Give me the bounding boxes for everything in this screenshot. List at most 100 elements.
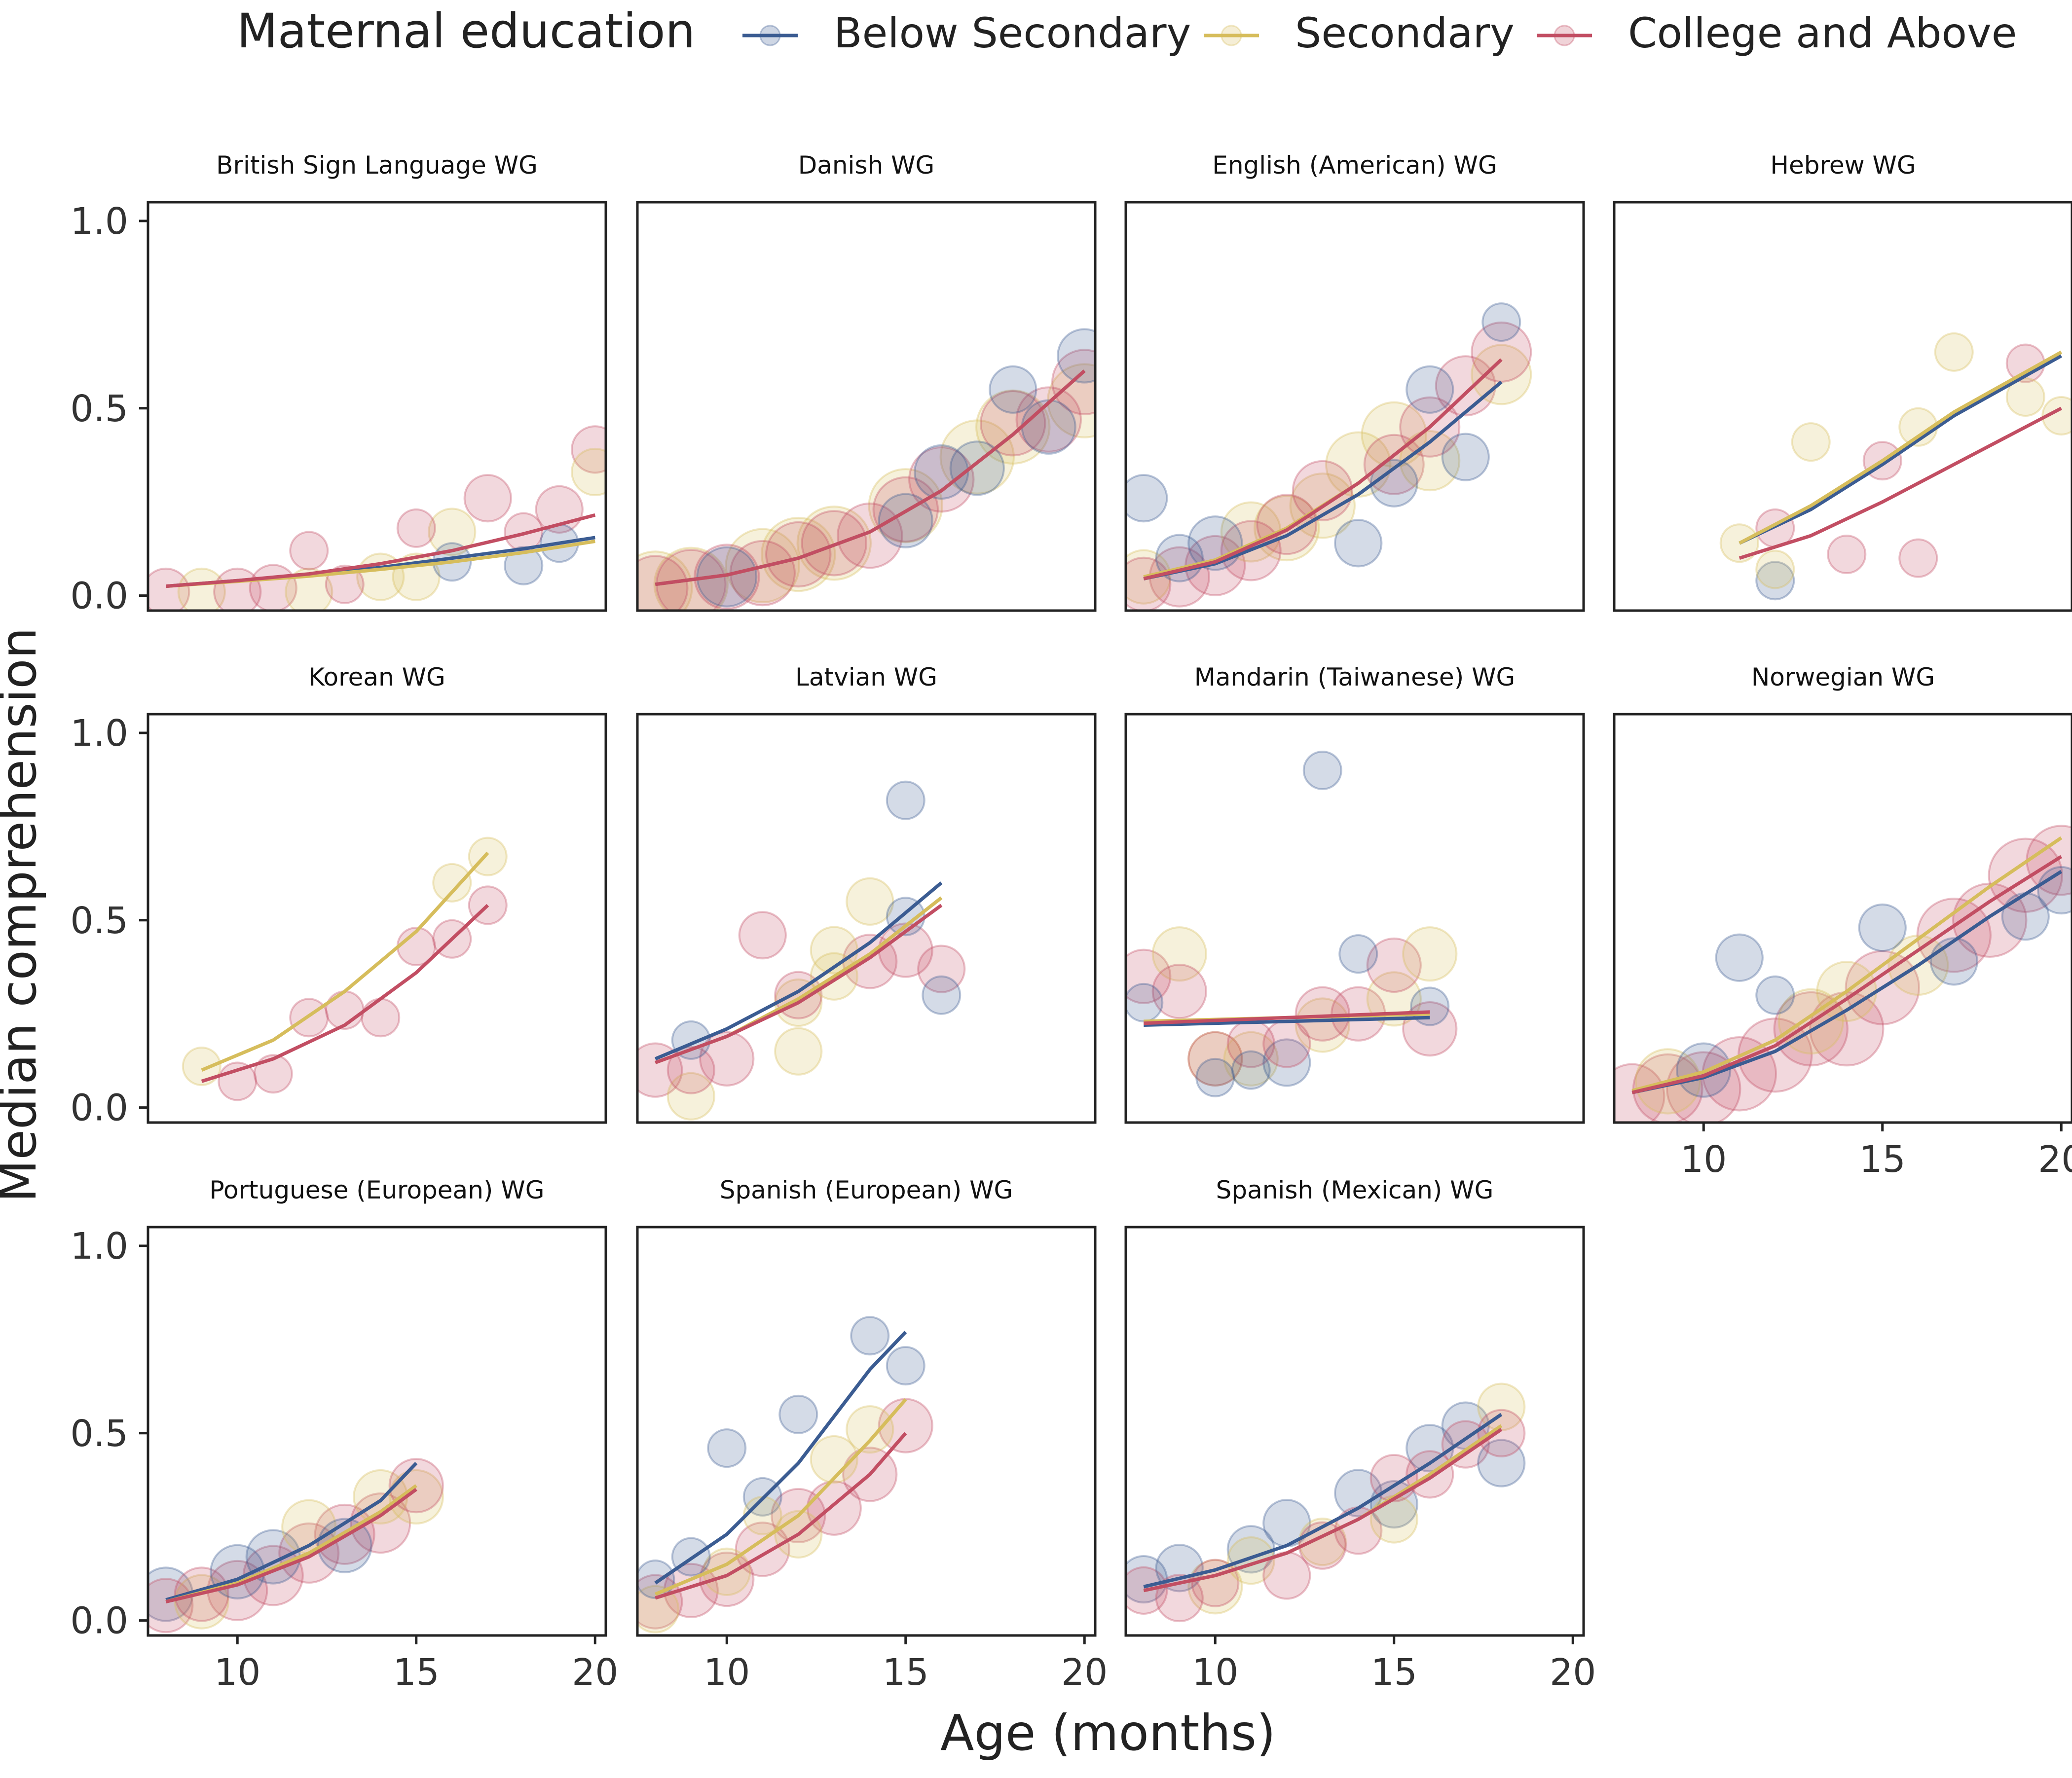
point-college-and-above [253,1054,293,1094]
point-secondary [637,1585,680,1633]
point-college-and-above [1477,1409,1526,1457]
legend-entry-below-secondary: Below Secondary [742,9,1191,57]
panel-border [147,201,607,612]
point-secondary [1187,1031,1243,1087]
fit-line-college-and-above [1143,1428,1503,1593]
panel-border [636,201,1097,612]
point-secondary [1791,422,1831,462]
panel-border [1124,201,1585,612]
point-below-secondary [504,545,544,585]
x-tick-label: 15 [393,1651,440,1694]
point-below-secondary [949,440,1005,496]
fit-line-below-secondary [654,881,943,1061]
point-secondary [2041,396,2072,435]
point-college-and-above [396,508,436,548]
panel-title: Spanish (European) WG [720,1176,1013,1204]
fit-line-below-secondary [165,1462,418,1602]
legend-entry-college-and-above: College and Above [1537,9,2017,57]
x-tick-label: 10 [703,1651,750,1694]
point-secondary [846,1405,894,1454]
fit-line-college-and-above [1144,1010,1430,1025]
point-college-and-above [980,390,1046,457]
x-tick-label: 20 [572,1651,618,1694]
fit-line-college-and-above [1739,406,2062,560]
fit-line-below-secondary [1143,1413,1503,1589]
x-tick-label: 15 [883,1651,929,1694]
legend: Maternal education Below Secondary Second… [237,3,2017,59]
point-secondary [868,468,943,544]
panel-title: English (American) WG [1212,151,1497,180]
legend-key-secondary [1221,25,1242,46]
point-secondary [1934,332,1974,372]
point-below-secondary [989,365,1037,414]
x-tick-label: 20 [2038,1138,2072,1181]
point-college-and-above [694,544,760,610]
point-secondary [810,1435,858,1484]
point-secondary [975,389,1051,465]
panel-border [1124,1226,1585,1637]
point-below-secondary [1334,519,1383,568]
point-below-secondary [707,1428,747,1468]
point-secondary [1223,1031,1279,1087]
y-tick-label: 1.0 [70,712,128,755]
point-below-secondary [778,1394,818,1434]
fit-line-college-and-above [655,369,1086,586]
x-tick-label: 15 [1859,1138,1906,1181]
point-below-secondary [1858,903,1907,952]
y-axis-label: Median comprehension [0,627,47,1202]
plot-area [637,1316,933,1633]
fit-line-college-and-above [201,904,489,1083]
point-college-and-above [1126,556,1172,611]
point-secondary [846,877,894,926]
point-secondary [1226,1536,1275,1585]
point-secondary [1295,997,1350,1053]
plot-area [637,780,966,1121]
y-tick-label: 1.0 [70,1225,128,1268]
point-secondary [571,447,606,497]
point-secondary [761,516,836,592]
point-secondary [1402,926,1458,982]
point-below-secondary [1755,975,1795,1015]
panel-korean-wg: Korean WG 0.0 0.5 1.0 [70,663,607,1129]
panel-hebrew-wg: Hebrew WG [1613,151,2072,612]
panel-title: Latvian WG [795,663,937,691]
legend-label-secondary: Secondary [1295,9,1515,57]
point-college-and-above [218,1061,258,1101]
y-tick-label: 0.5 [70,900,128,942]
point-secondary [774,1027,823,1076]
point-below-secondary [1126,982,1164,1022]
point-college-and-above [1187,1031,1243,1087]
plot-area [1126,302,1532,611]
point-college-and-above [699,1031,755,1087]
point-college-and-above [1015,386,1082,453]
point-college-and-above [765,521,832,588]
point-secondary [666,1072,715,1121]
plot-area [1614,825,2072,1123]
point-below-secondary [922,975,962,1015]
fit-line-secondary [1739,350,2063,545]
point-college-and-above [1471,321,1532,383]
fit-line-college-and-above [655,904,943,1064]
fit-line-below-secondary [1739,354,2063,545]
panel-title: Danish WG [798,151,935,180]
point-secondary [468,836,508,876]
point-college-and-above [571,425,606,474]
point-college-and-above [1614,1063,1665,1123]
point-below-secondary [1477,1439,1526,1488]
point-below-secondary [1195,1057,1235,1097]
panel-mandarin-taiwanese-wg: Mandarin (Taiwanese) WG [1124,663,1585,1124]
point-below-secondary [1231,1050,1271,1090]
point-college-and-above [1256,494,1318,555]
panels: British Sign Language WG 0.0 0.5 1.0 Danish … [70,151,2072,1694]
legend-label-college-and-above: College and Above [1628,9,2017,57]
fit-line-college-and-above [166,513,596,588]
panel-british-sign-language-wg: British Sign Language WG 0.0 0.5 1.0 [70,151,607,617]
y-tick-label: 0.5 [70,388,128,430]
panel-border [1124,713,1585,1124]
legend-entry-secondary: Secondary [1204,9,1515,57]
point-college-and-above [1898,538,1938,578]
fit-line-below-secondary [654,1331,907,1585]
plot-area [148,425,606,611]
x-tick-label: 10 [1192,1651,1238,1694]
point-secondary [637,550,693,611]
